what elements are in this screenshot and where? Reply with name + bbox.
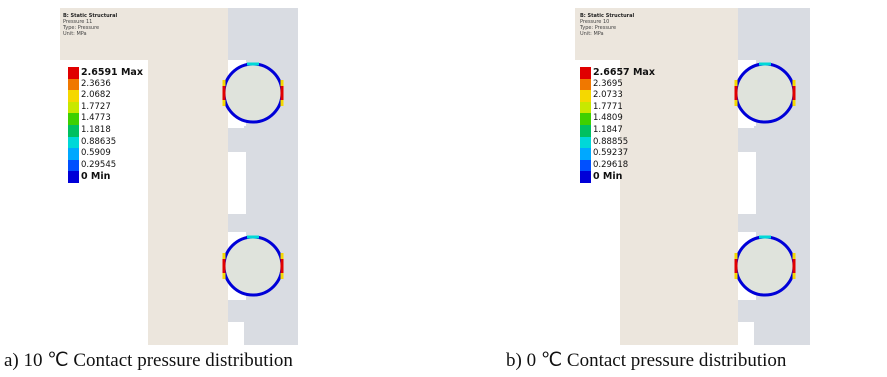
legend-label: 0.59237: [593, 148, 629, 159]
piston-body: [575, 8, 738, 345]
legend-label: 1.1818: [81, 124, 111, 135]
legend-label: 1.4773: [81, 113, 111, 124]
legend-label: 2.3695: [593, 78, 623, 89]
legend-label: 2.6657 Max: [593, 67, 655, 78]
legend-label: 0.29618: [593, 159, 629, 170]
legend-swatch: [580, 148, 591, 160]
legend-swatch: [580, 90, 591, 102]
legend-swatch: [580, 124, 591, 137]
legend-label: 0.29545: [81, 159, 117, 170]
legend-swatch: [580, 136, 591, 149]
legend-label: 1.1847: [593, 124, 623, 135]
result-name: Pressure 11: [63, 19, 93, 25]
result-header: B: Static Structural Pressure 10 Type: P…: [580, 13, 634, 37]
legend-label: 2.6591 Max: [81, 67, 143, 78]
result-unit: Unit: MPa: [63, 31, 87, 37]
legend-swatch: [580, 159, 591, 172]
legend-swatch: [68, 78, 79, 91]
legend-swatch: [580, 113, 591, 125]
figure-caption: a) 10 ℃ Contact pressure distribution: [4, 350, 293, 371]
legend-swatch: [68, 148, 79, 160]
legend-label: 2.3636: [81, 78, 111, 89]
upper-o-ring: [222, 62, 284, 124]
legend-label: 1.7771: [593, 101, 623, 112]
legend-label: 0.5909: [81, 148, 111, 159]
legend-swatch: [580, 171, 591, 183]
figure-a: B: Static Structural Pressure 11 Type: P…: [0, 0, 440, 377]
upper-o-ring: [734, 62, 796, 124]
legend-label: 0 Min: [81, 171, 111, 183]
legend-label: 1.7727: [81, 101, 111, 112]
lower-o-ring: [734, 235, 796, 297]
lower-o-ring: [222, 235, 284, 297]
result-header: B: Static Structural Pressure 11 Type: P…: [63, 13, 117, 37]
legend-swatch: [580, 67, 591, 79]
piston-body: [60, 8, 228, 345]
legend-swatch: [68, 67, 79, 79]
legend-swatch: [580, 78, 591, 91]
legend-label: 2.0682: [81, 90, 111, 101]
result-unit: Unit: MPa: [580, 31, 604, 37]
legend-swatch: [68, 124, 79, 137]
fea-contour-plot-a: [60, 8, 298, 345]
legend-swatch: [68, 113, 79, 125]
legend-swatch: [580, 101, 591, 114]
analysis-title: B: Static Structural: [580, 13, 635, 19]
result-type: Type: Pressure: [63, 25, 100, 31]
legend-label: 0 Min: [593, 171, 623, 183]
figure-caption: b) 0 ℃ Contact pressure distribution: [506, 350, 787, 371]
figure-b: B: Static Structural Pressure 10 Type: P…: [506, 0, 887, 377]
result-name: Pressure 10: [580, 19, 610, 25]
legend-swatch: [68, 90, 79, 102]
result-type: Type: Pressure: [580, 25, 617, 31]
analysis-title: B: Static Structural: [63, 13, 118, 19]
legend-swatch: [68, 171, 79, 183]
legend-label: 2.0733: [593, 90, 623, 101]
legend-swatch: [68, 101, 79, 114]
legend-label: 1.4809: [593, 113, 623, 124]
legend-label: 0.88855: [593, 136, 629, 147]
legend-label: 0.88635: [81, 136, 117, 147]
legend-swatch: [68, 159, 79, 172]
legend-swatch: [68, 136, 79, 149]
fea-contour-plot-b: [575, 8, 810, 345]
